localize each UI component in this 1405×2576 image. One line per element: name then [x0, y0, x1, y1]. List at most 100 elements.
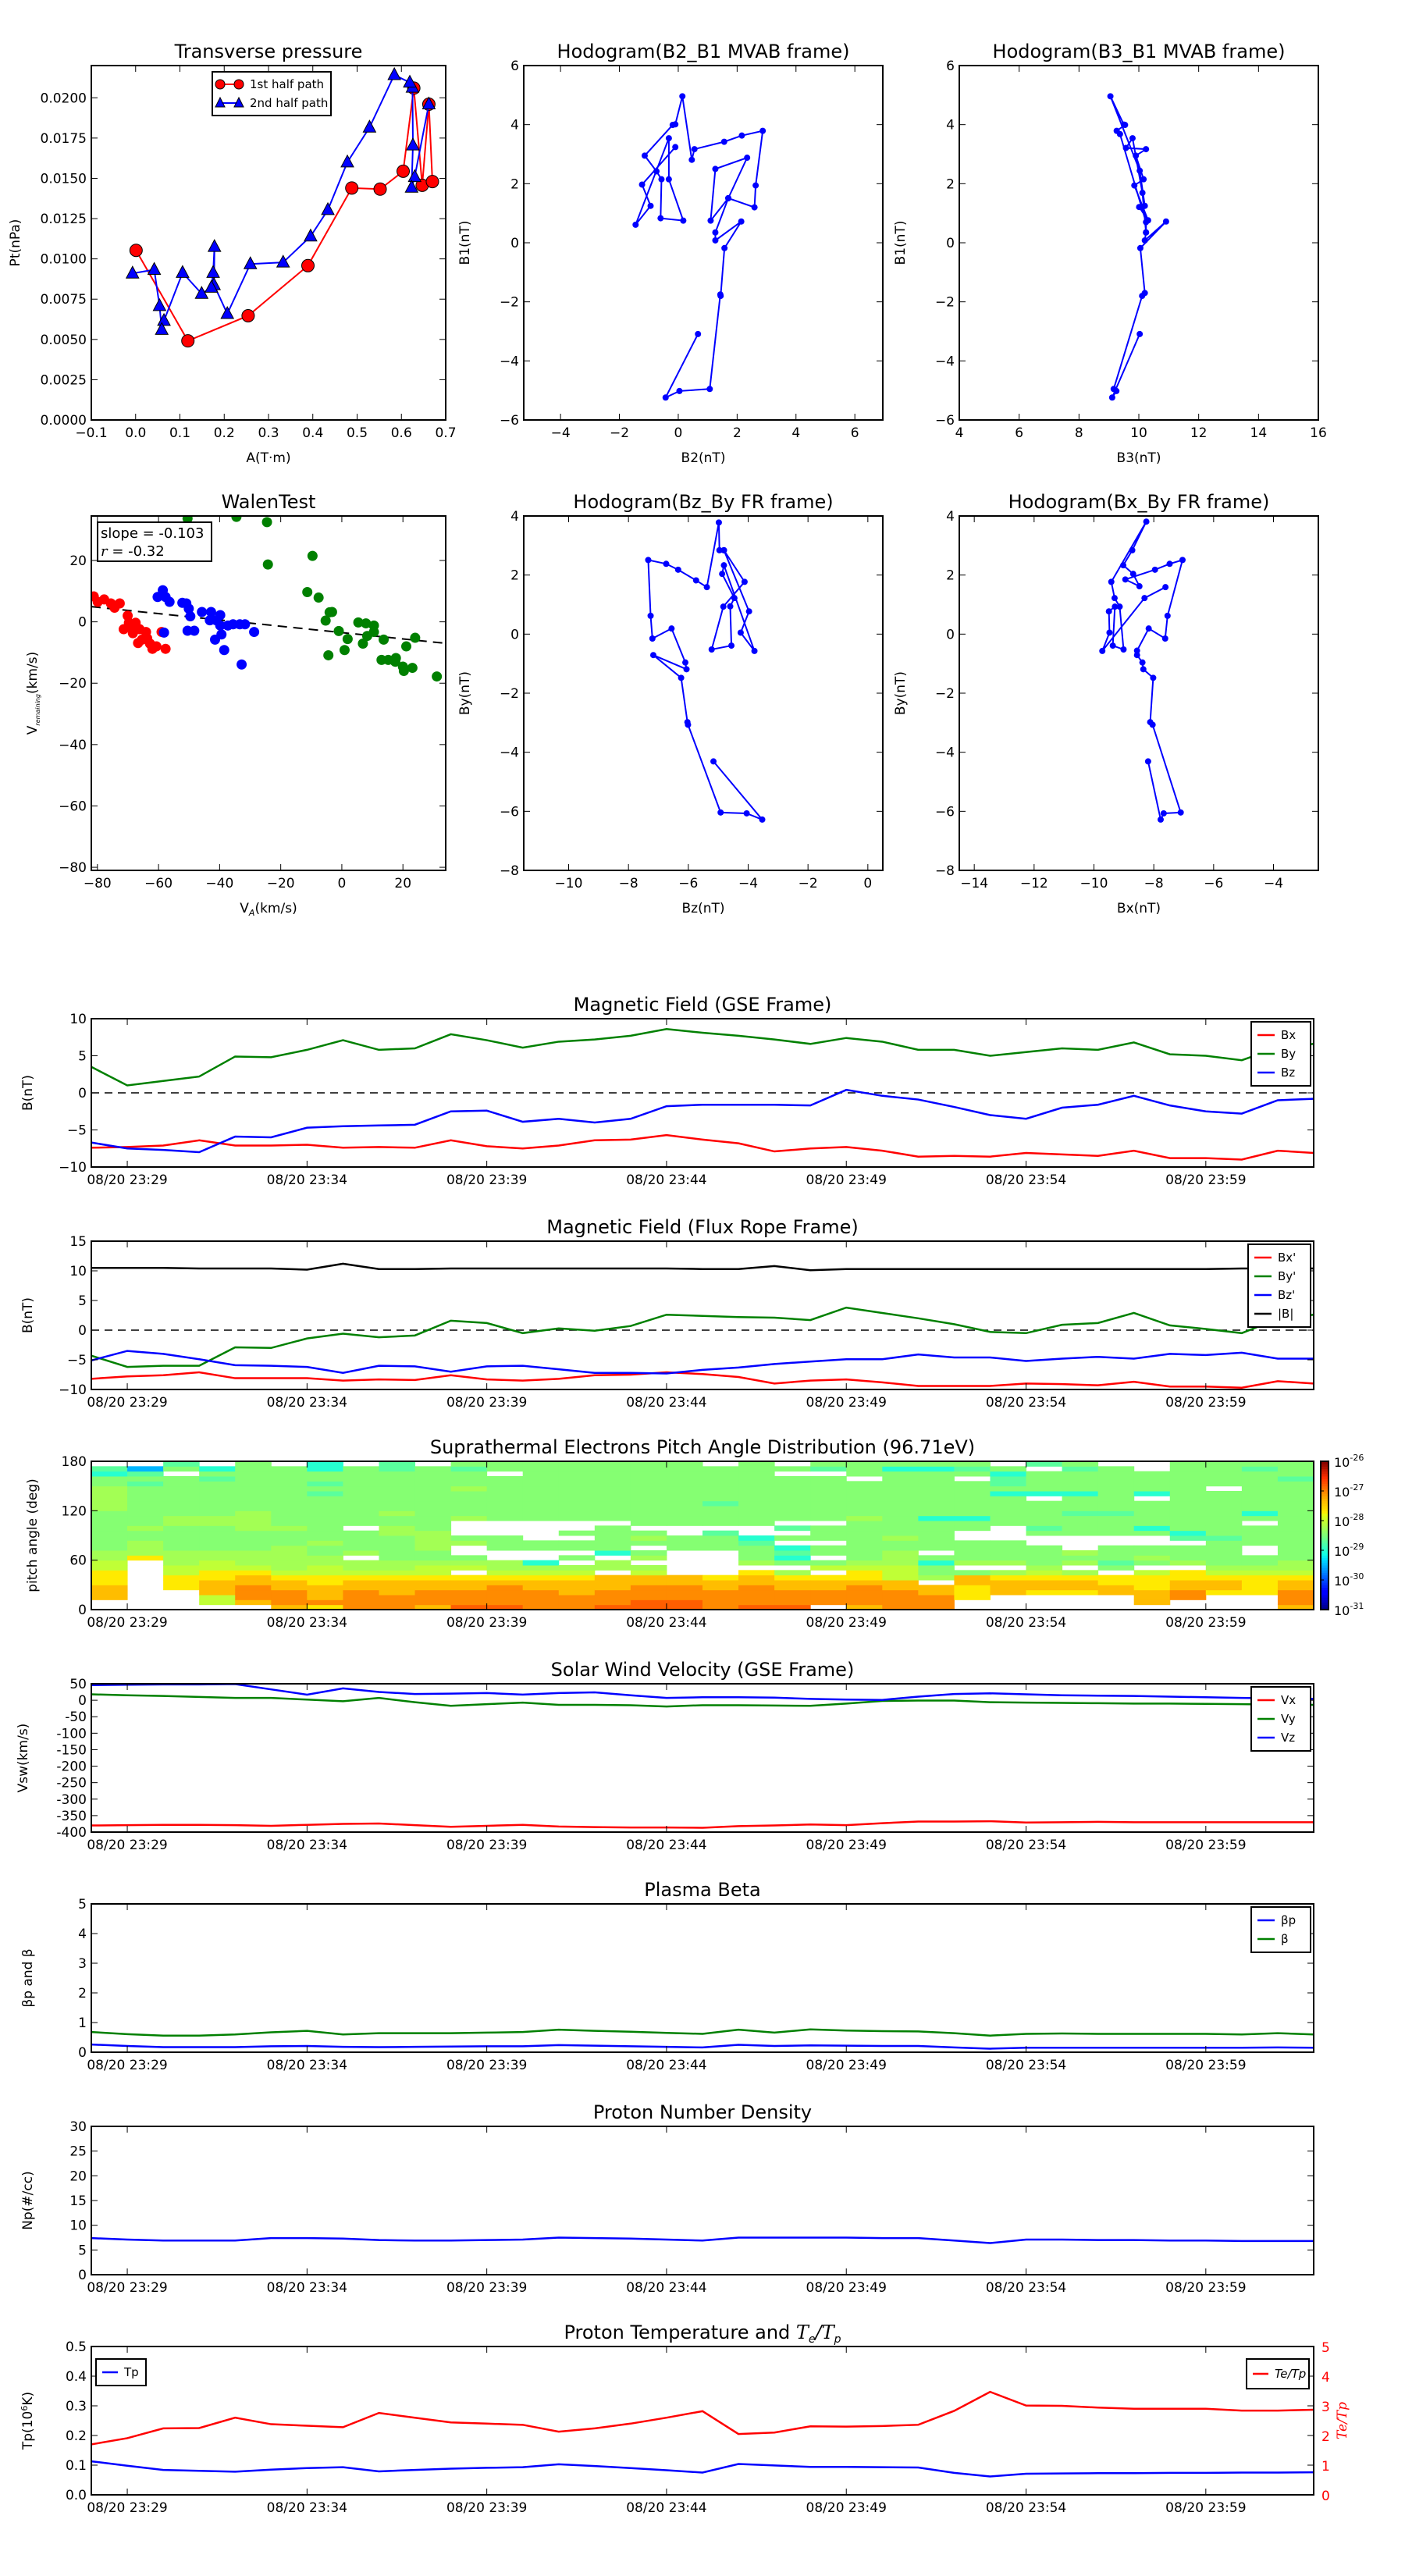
pad-cell [91, 1574, 128, 1581]
pad-cell [271, 1485, 308, 1492]
hodogram_b3_b1-point [1143, 219, 1150, 226]
hodogram_b2_b1-point [680, 217, 687, 224]
hodogram_b3_b1-point [1122, 144, 1129, 151]
legend-box [212, 71, 332, 116]
hodogram_bx_by-point [1133, 652, 1140, 659]
transverse_pressure-point [304, 228, 318, 242]
pad-cell [379, 1466, 416, 1472]
pad-cell [91, 1570, 128, 1576]
pad-cell [954, 1550, 991, 1556]
pad-cell [91, 1500, 128, 1507]
pad-cell [414, 1515, 452, 1521]
pad-cell [127, 1525, 164, 1532]
pad-cell [1062, 1510, 1099, 1517]
pad-cell [307, 1515, 343, 1521]
hodogram_b3_b1-xlabel: B3(nT) [1117, 450, 1161, 466]
beta-legend-label: βp [1281, 1913, 1296, 1927]
pad-cell [1133, 1485, 1171, 1492]
hodogram_b3_b1-point [1141, 237, 1148, 244]
pad-cell [414, 1570, 452, 1576]
pad-cell [235, 1521, 272, 1526]
mag_gse-title: Magnetic Field (GSE Frame) [574, 994, 832, 1016]
hodogram_bz_by-ytick-label: 2 [510, 568, 519, 584]
pad-cell [414, 1525, 452, 1532]
pad-cell [1277, 1530, 1314, 1536]
pad-cell [882, 1550, 919, 1556]
pad-cell [1026, 1570, 1063, 1576]
pad-cell [1097, 1491, 1135, 1496]
pad-cell [343, 1540, 379, 1546]
pad-cell [666, 1540, 703, 1546]
pad-xtick-label: 08/20 23:54 [986, 1615, 1066, 1631]
pad-cell [1062, 1491, 1099, 1496]
hodogram_b3_b1-ytick-label: 6 [946, 59, 955, 74]
pad-cell [199, 1599, 236, 1606]
pad-cell [307, 1599, 343, 1606]
pad-cell [846, 1540, 883, 1546]
pad-cell [343, 1506, 379, 1511]
hodogram_b2_b1-point [662, 394, 669, 401]
beta-series-p [91, 2043, 1314, 2050]
pad-cell [199, 1515, 236, 1521]
mag_fr-ytick-label: 15 [69, 1234, 87, 1250]
pad-cell [486, 1570, 524, 1576]
pad-cell [630, 1510, 667, 1517]
pad-cell [271, 1604, 308, 1610]
pad-cell [91, 1521, 128, 1526]
beta-ytick-label: 0 [78, 2045, 87, 2061]
xlabel-sub: A [248, 908, 255, 918]
pad-cell [738, 1585, 775, 1591]
colorbar-segment [1321, 1515, 1329, 1519]
pad-cell [127, 1466, 164, 1472]
hodogram_b3_b1-ytick-label: −2 [935, 295, 955, 311]
tp-legend-label: Te/Tp [1275, 2367, 1306, 2381]
hodogram_bx_by-point [1160, 809, 1167, 817]
vsw-xtick-label: 08/20 23:49 [806, 1838, 887, 1853]
pad-cell [666, 1535, 703, 1541]
pad-cell [1205, 1555, 1243, 1561]
hodogram_bx_by-xlabel: Bx(nT) [1117, 901, 1161, 916]
hodogram_bz_by-point [741, 578, 748, 585]
hodogram_bx_by-point [1139, 659, 1146, 666]
hodogram_b3_b1-title: Hodogram(B3_B1 MVAB frame) [993, 41, 1286, 62]
pad-cell [379, 1555, 416, 1561]
pad-cell [1133, 1545, 1171, 1551]
colorbar-tick-exponent: -31 [1350, 1601, 1364, 1611]
pad-cell [522, 1595, 560, 1600]
pad-cell [558, 1461, 596, 1467]
hodogram_bz_by-point [745, 608, 752, 615]
pad-cell [738, 1589, 775, 1596]
pad-cell [882, 1461, 919, 1467]
pad-cell [163, 1510, 200, 1517]
pad-cell [379, 1525, 416, 1532]
hodogram_bz_by-point [682, 659, 688, 666]
pad-cell [486, 1585, 524, 1591]
pad-cell [954, 1515, 991, 1521]
pad-cell [1133, 1521, 1171, 1526]
transverse_pressure-point [345, 181, 359, 195]
transverse_pressure-title: Transverse pressure [174, 41, 363, 62]
pad-cell [1062, 1525, 1099, 1532]
pad-cell [1133, 1515, 1171, 1521]
colorbar-segment [1321, 1597, 1329, 1600]
pad-cell [1277, 1491, 1314, 1496]
transverse_pressure-axes-frame [91, 65, 446, 421]
xlabel-part: (km/s) [254, 901, 297, 916]
colorbar-segment [1321, 1493, 1329, 1496]
pad-xtick-label: 08/20 23:34 [267, 1615, 347, 1631]
walen_test-point-first [133, 638, 144, 649]
pad-cell [810, 1461, 847, 1467]
pad-panel: Suprathermal Electrons Pitch Angle Distr… [25, 1436, 1364, 1631]
pad-cell [271, 1530, 308, 1536]
walen_test-point-second [158, 627, 169, 638]
hodogram_b3_b1-point [1143, 229, 1150, 236]
mag_fr-legend-label: Bz' [1278, 1288, 1295, 1302]
hodogram_bx_by-title: Hodogram(Bx_By FR frame) [1008, 491, 1270, 513]
hodogram_bx_by-point [1106, 629, 1113, 636]
pad-cell [918, 1599, 955, 1606]
hodogram_bx_by-point [1166, 560, 1173, 568]
pad-cell [918, 1515, 955, 1521]
pad-cell [558, 1481, 596, 1487]
hodogram_b3_b1-xtick-label: 6 [1015, 425, 1023, 441]
pad-cell [702, 1476, 739, 1482]
